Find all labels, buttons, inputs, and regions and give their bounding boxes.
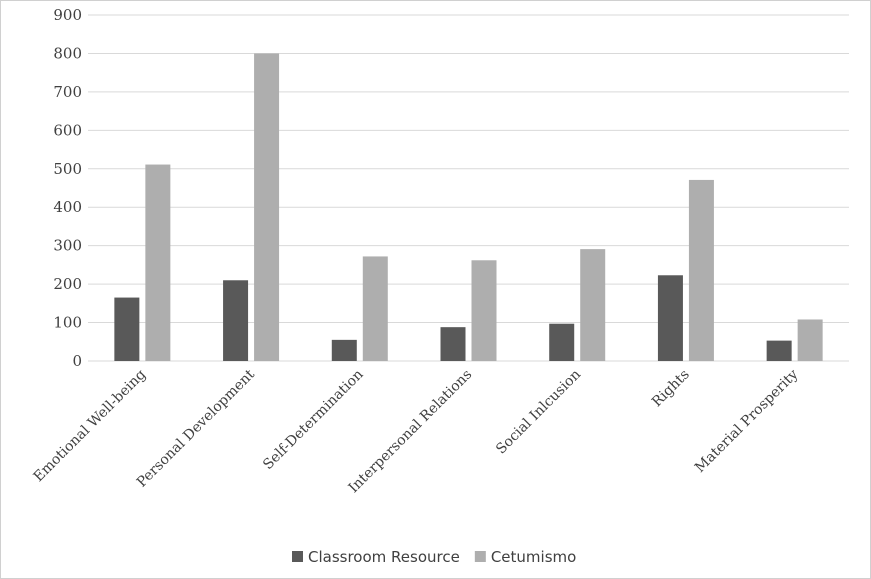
y-tick-label-0: 0: [72, 352, 82, 370]
bar-cetumismo-social-inlcusion: [580, 249, 606, 361]
x-tick-label-emotional-well-being: Emotional Well-being: [31, 366, 150, 485]
y-tick-label-800: 800: [53, 44, 82, 62]
legend: Classroom Resource Cetumismo: [292, 548, 576, 566]
x-tick-label-rights: Rights: [649, 367, 693, 411]
bar-cetumismo-rights: [688, 179, 714, 361]
legend-swatch-cetumismo: [474, 551, 486, 562]
bar-cetumismo-emotional-well-being: [145, 164, 171, 361]
y-tick-label-400: 400: [53, 198, 82, 216]
y-tick-label-200: 200: [53, 275, 82, 293]
bar-classroom-resource-emotional-well-being: [114, 297, 140, 361]
bar-cetumismo-interpersonal-relations: [471, 260, 497, 361]
x-tick-label-self-determination: Self-Determination: [260, 367, 366, 473]
y-tick-label-300: 300: [53, 237, 82, 255]
bar-cetumismo-personal-development: [254, 53, 280, 361]
x-tick-label-material-prosperity: Material Prosperity: [692, 366, 801, 475]
y-tick-label-100: 100: [53, 314, 82, 332]
bar-classroom-resource-material-prosperity: [766, 340, 792, 361]
legend-swatch-classroom-resource: [292, 551, 303, 562]
bar-classroom-resource-interpersonal-relations: [440, 327, 466, 361]
bar-cetumismo-self-determination: [362, 256, 388, 361]
grid-lines: [88, 14, 849, 362]
bar-classroom-resource-personal-development: [223, 280, 249, 361]
legend-label-classroom-resource: Classroom Resource: [308, 548, 460, 566]
legend-label-cetumismo: Cetumismo: [491, 548, 576, 566]
bar-classroom-resource-social-inlcusion: [549, 323, 575, 361]
y-tick-label-500: 500: [53, 160, 82, 178]
x-tick-label-personal-development: Personal Development: [134, 366, 258, 490]
bar-classroom-resource-self-determination: [331, 339, 357, 361]
bar-cetumismo-material-prosperity: [797, 319, 823, 361]
bar-classroom-resource-rights: [657, 275, 683, 361]
x-tick-label-social-inlcusion: Social Inlcusion: [493, 367, 584, 458]
y-axis-ticks: 0 100 200 300 400 500 600 700 800 900: [53, 6, 82, 370]
y-tick-label-900: 900: [53, 6, 82, 24]
bars: [114, 53, 823, 361]
y-tick-label-600: 600: [53, 121, 82, 139]
x-tick-label-interpersonal-relations: Interpersonal Relations: [346, 367, 476, 497]
y-tick-label-700: 700: [53, 83, 82, 101]
